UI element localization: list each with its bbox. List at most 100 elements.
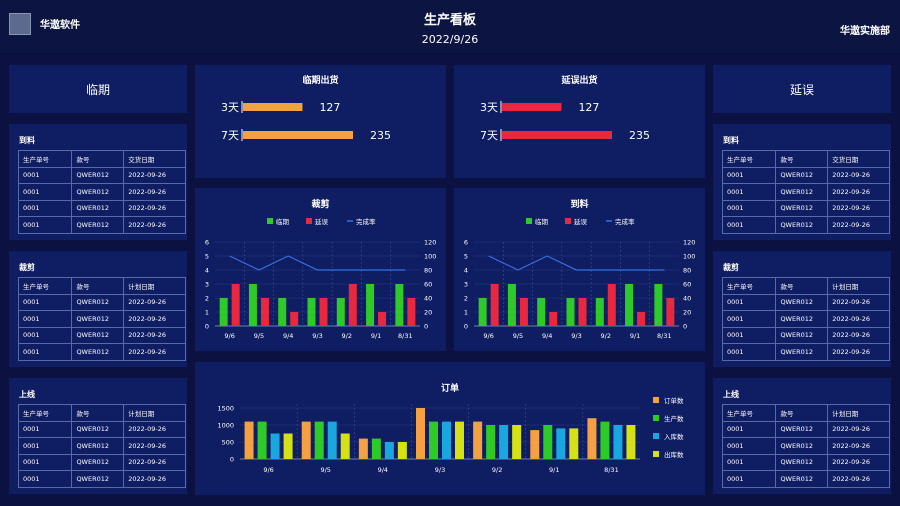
x-tick-label: 9/6 [483,332,493,340]
chart-bar [219,298,228,326]
right-label-panel: 延误 [713,65,891,113]
column-header: 计划日期 [123,404,186,422]
material-chart-panel: 到料 临期 延误 完成率 0 1 2 3 4 5 6 0 20 40 60 80 100 120 9/6 9/5 9/… [454,188,705,351]
bar [502,131,612,139]
bar [502,103,562,111]
right-table-material-panel: 到料 生产单号 款号 交货日期 0001 QWER012 2022-09-26 0001 QWE… [713,124,891,240]
table-cell: 0001 [17,293,73,311]
legend-swatch [653,433,659,439]
table-cell: 0001 [17,166,73,184]
chart-bar [519,298,528,326]
table-row[interactable]: 0001 QWER012 2022-09-26 [721,326,890,344]
table-row[interactable]: 0001 QWER012 2022-09-26 [721,420,890,438]
table-row[interactable]: 0001 QWER012 2022-09-26 [17,470,186,488]
x-tick-label: 8/31 [604,466,619,474]
x-tick-label: 9/3 [312,332,322,340]
column-header: 生产单号 [721,150,777,168]
table-row[interactable]: 0001 QWER012 2022-09-26 [721,437,890,455]
table-row[interactable]: 0001 QWER012 2022-09-26 [17,453,186,471]
table-title: 上线 [19,390,35,399]
table-row[interactable]: 0001 QWER012 2022-09-26 [721,453,890,471]
table-cell: 2022-09-26 [827,216,890,234]
orders-chart-title: 订单 [440,384,459,394]
table-row[interactable]: 0001 QWER012 2022-09-26 [721,199,890,217]
y2-tick-label: 0 [683,323,687,331]
chart-bar [358,438,368,459]
table-row[interactable]: 0001 QWER012 2022-09-26 [17,310,186,328]
data-table: 生产单号 款号 交货日期 0001 QWER012 2022-09-26 0001 QWER0… [17,150,186,234]
chart-bar [607,284,616,326]
table-cell: 2022-09-26 [827,420,890,438]
y-tick-label: 0 [230,456,234,464]
table-cell: 2022-09-26 [123,310,186,328]
column-header: 款号 [71,150,125,168]
table-row[interactable]: 0001 QWER012 2022-09-26 [721,293,890,311]
data-table: 生产单号 款号 计划日期 0001 QWER012 2022-09-26 0001 QWER0… [721,277,890,361]
table-row[interactable]: 0001 QWER012 2022-09-26 [17,199,186,217]
column-header: 生产单号 [17,404,73,422]
table-cell: 0001 [17,453,73,471]
table-row[interactable]: 0001 QWER012 2022-09-26 [17,166,186,184]
legend-label: 订单数 [664,396,684,405]
chart-bar [666,298,675,326]
chart-bar [307,298,316,326]
chart-bar [637,312,646,326]
table-cell: 2022-09-26 [123,216,186,234]
table-header-row: 生产单号 款号 计划日期 [721,277,890,295]
column-header: 款号 [71,404,125,422]
chart-bar [543,425,553,459]
column-header: 交货日期 [123,150,186,168]
table-row[interactable]: 0001 QWER012 2022-09-26 [721,343,890,361]
legend-label: 入库数 [664,432,684,441]
chart-bar [319,298,328,326]
x-tick-label: 9/2 [492,466,502,474]
legend-label: 临期 [276,217,290,226]
table-row[interactable]: 0001 QWER012 2022-09-26 [721,470,890,488]
table-cell: 0001 [721,293,777,311]
table-row[interactable]: 0001 QWER012 2022-09-26 [721,216,890,234]
table-cell: 2022-09-26 [123,343,186,361]
y-tick-label: 5 [464,253,468,261]
header-bar: 华遨软件 生产看板 2022/9/26 华遨实施部 [0,0,900,54]
x-tick-label: 9/3 [435,466,445,474]
column-header: 计划日期 [827,404,890,422]
table-row[interactable]: 0001 QWER012 2022-09-26 [17,216,186,234]
table-row[interactable]: 0001 QWER012 2022-09-26 [721,183,890,201]
material-chart-title: 到料 [570,200,589,210]
chart-bar [327,421,337,459]
table-row[interactable]: 0001 QWER012 2022-09-26 [17,293,186,311]
table-row[interactable]: 0001 QWER012 2022-09-26 [721,310,890,328]
table-row[interactable]: 0001 QWER012 2022-09-26 [17,343,186,361]
table-cell: QWER012 [71,310,125,328]
chart-bar [512,425,522,459]
table-cell: 2022-09-26 [123,183,186,201]
table-row[interactable]: 0001 QWER012 2022-09-26 [17,420,186,438]
x-tick-label: 9/2 [601,332,611,340]
table-cell: 2022-09-26 [827,326,890,344]
table-row[interactable]: 0001 QWER012 2022-09-26 [17,437,186,455]
legend-label: 临期 [535,217,549,226]
cutting-chart-panel: 裁剪 临期 延误 完成率 0 1 2 3 4 5 6 0 20 40 60 80 100 120 9/6 9/5 9/… [195,188,446,351]
y2-tick-label: 120 [683,239,695,247]
chart-bar [587,418,597,459]
table-cell: QWER012 [71,183,125,201]
table-cell: QWER012 [71,343,125,361]
table-cell: 0001 [721,326,777,344]
x-tick-label: 9/2 [342,332,352,340]
table-cell: 0001 [17,183,73,201]
table-cell: 0001 [17,420,73,438]
table-cell: 0001 [721,470,777,488]
x-tick-label: 9/1 [630,332,640,340]
x-tick-label: 8/31 [657,332,672,340]
legend-swatch [653,415,659,421]
table-row[interactable]: 0001 QWER012 2022-09-26 [17,326,186,344]
left-label-panel: 临期 [9,65,187,113]
table-cell: QWER012 [71,216,125,234]
x-tick-label: 9/5 [513,332,523,340]
x-tick-label: 9/3 [571,332,581,340]
table-row[interactable]: 0001 QWER012 2022-09-26 [721,166,890,184]
table-cell: 0001 [17,216,73,234]
table-cell: QWER012 [71,470,125,488]
table-row[interactable]: 0001 QWER012 2022-09-26 [17,183,186,201]
bar [243,103,303,111]
